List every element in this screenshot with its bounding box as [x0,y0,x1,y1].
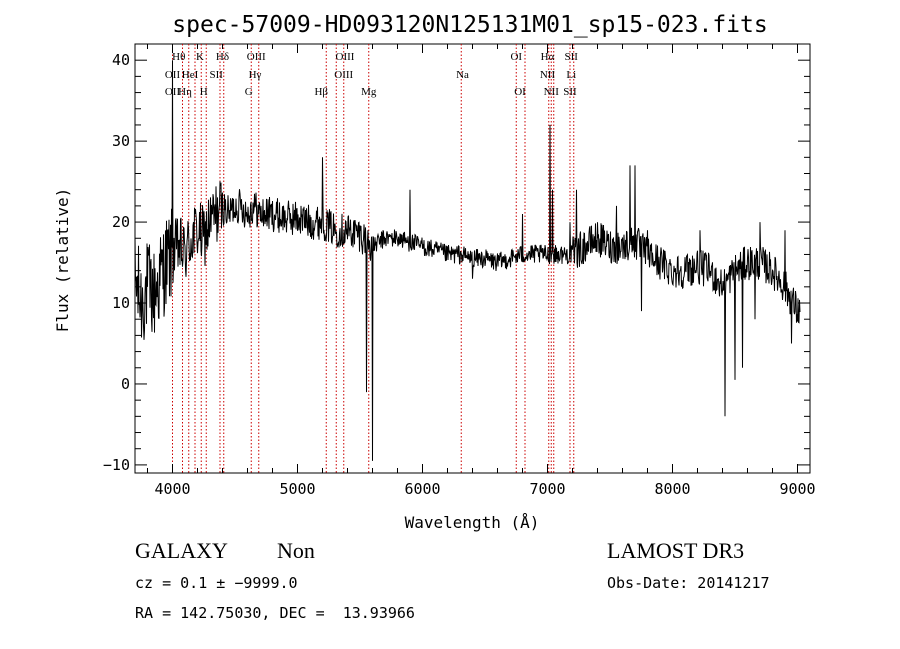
x-axis-title: Wavelength (Å) [405,513,540,532]
y-tick-label: 40 [112,51,130,69]
line-label: Hη [178,86,192,98]
redshift-readout: cz = 0.1 ± −9999.0 [135,574,298,592]
line-label: OIII [247,51,266,63]
survey-label: LAMOST DR3 [607,538,745,563]
y-tick-label: −10 [103,456,130,474]
line-label: SII [210,69,224,81]
line-label: Li [566,69,576,81]
y-tick-label: 10 [112,294,130,312]
line-label: OIII [336,51,355,63]
line-label: SII [565,51,579,63]
line-label: G [245,86,253,98]
x-tick-label: 8000 [654,480,690,498]
y-tick-label: 20 [112,213,130,231]
spectrum-line [134,60,801,461]
line-label: OI [514,86,526,98]
y-tick-label: 0 [121,375,130,393]
line-label: Hα [541,51,555,63]
line-label: OI [510,51,522,63]
line-label: NII [540,69,556,81]
line-label: OIII [334,69,353,81]
line-label: Na [456,69,469,81]
y-tick-label: 30 [112,132,130,150]
line-label: Hδ [216,51,229,63]
line-label: SII [563,86,577,98]
x-tick-label: 6000 [404,480,440,498]
subclass-label: Non [277,538,315,563]
line-label: HeI [182,69,199,81]
x-axis: 4000 5000 6000 7000 8000 9000 [147,44,816,498]
line-label: Hθ [172,51,185,63]
y-axis: −10 0 10 20 30 40 [103,43,810,474]
y-axis-title: Flux (relative) [53,188,72,333]
spectrum-group [134,60,801,461]
coordinates-readout: RA = 142.75030, DEC = 13.93966 [135,604,415,622]
classification-label: GALAXY [135,538,228,563]
x-tick-label: 9000 [779,480,815,498]
line-label: Mg [361,86,377,98]
x-tick-label: 7000 [529,480,565,498]
obs-date-readout: Obs-Date: 20141217 [607,574,770,592]
x-tick-label: 5000 [279,480,315,498]
line-label: NII [544,86,560,98]
line-label: Hβ [314,86,328,98]
line-label: Hγ [249,69,262,81]
line-label: H [200,86,208,98]
x-tick-label: 4000 [154,480,190,498]
chart-title: spec-57009-HD093120N125131M01_sp15-023.f… [172,12,767,38]
line-label: K [196,51,204,63]
